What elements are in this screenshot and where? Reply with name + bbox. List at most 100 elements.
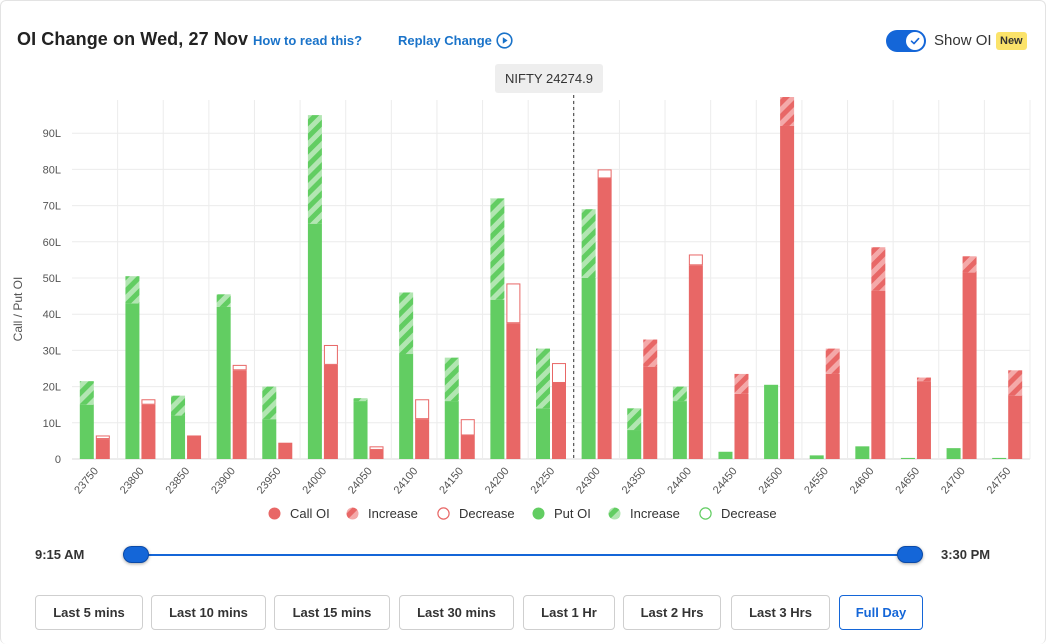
x-tick-label: 24100 bbox=[392, 465, 421, 496]
call-oi-bar bbox=[825, 373, 840, 459]
put-increase-bar bbox=[262, 386, 277, 420]
play-circle-icon[interactable] bbox=[496, 32, 513, 49]
chart-legend: Call OI Increase Decrease Put OI Increas… bbox=[0, 506, 1048, 526]
y-tick-label: 20L bbox=[43, 382, 61, 394]
time-slider-end-handle[interactable] bbox=[897, 546, 923, 563]
call-increase-bar bbox=[1008, 370, 1023, 396]
x-tick-label: 24650 bbox=[893, 465, 922, 496]
put-oi-bar bbox=[992, 457, 1007, 459]
call-oi-bar bbox=[506, 323, 521, 459]
call-oi-bar bbox=[552, 382, 566, 459]
x-tick-label: 23750 bbox=[72, 465, 101, 496]
call-oi-bar bbox=[871, 290, 886, 459]
x-tick-label: 24700 bbox=[939, 465, 968, 496]
call-oi-bar bbox=[187, 435, 202, 459]
new-badge: New bbox=[996, 32, 1027, 50]
call-decrease-bar bbox=[506, 283, 521, 324]
put-decrease-swatch-icon bbox=[699, 507, 712, 520]
legend-call-increase: Increase bbox=[346, 506, 418, 521]
put-oi-bar bbox=[809, 455, 824, 459]
put-increase-bar bbox=[672, 386, 687, 402]
y-tick-label: 70L bbox=[43, 201, 61, 213]
put-oi-bar bbox=[79, 404, 94, 459]
grid bbox=[72, 100, 1031, 460]
spot-price-label: NIFTY 24274.9 bbox=[495, 64, 603, 93]
put-oi-bar bbox=[399, 354, 414, 459]
call-decrease-swatch-icon bbox=[437, 507, 450, 520]
how-to-read-link[interactable]: How to read this? bbox=[253, 33, 363, 48]
call-increase-bar bbox=[916, 377, 931, 382]
put-oi-bar bbox=[581, 278, 596, 459]
put-increase-bar bbox=[490, 198, 505, 300]
call-decrease-bar bbox=[95, 435, 110, 440]
x-tick-label: 24000 bbox=[300, 465, 329, 496]
call-oi-bar bbox=[232, 370, 247, 459]
show-oi-toggle[interactable] bbox=[886, 30, 926, 52]
time-range-button-last-15-mins[interactable]: Last 15 mins bbox=[274, 595, 390, 630]
call-oi-bar bbox=[460, 435, 475, 459]
call-increase-bar bbox=[780, 97, 795, 126]
call-oi-bar bbox=[415, 419, 430, 459]
time-range-button-last-5-mins[interactable]: Last 5 mins bbox=[35, 595, 143, 630]
time-slider-start-handle[interactable] bbox=[123, 546, 149, 563]
put-increase-bar bbox=[171, 395, 186, 416]
replay-change-link[interactable]: Replay Change bbox=[398, 33, 492, 48]
x-tick-label: 24150 bbox=[437, 465, 466, 496]
y-tick-label: 90L bbox=[43, 128, 61, 140]
time-slider-track[interactable] bbox=[136, 554, 910, 556]
call-decrease-bar bbox=[460, 419, 475, 436]
y-tick-label: 80L bbox=[43, 164, 61, 176]
put-oi-swatch-icon bbox=[532, 507, 545, 520]
put-increase-bar bbox=[353, 398, 368, 402]
x-tick-label: 24350 bbox=[620, 465, 649, 496]
y-tick-label: 30L bbox=[43, 345, 61, 357]
call-oi-bar bbox=[1008, 395, 1023, 459]
time-range-button-last-30-mins[interactable]: Last 30 mins bbox=[399, 595, 514, 630]
call-oi-bar bbox=[643, 366, 658, 459]
y-tick-label: 40L bbox=[43, 309, 61, 321]
y-tick-label: 10L bbox=[43, 418, 61, 430]
call-decrease-bar bbox=[323, 344, 338, 365]
put-increase-bar bbox=[536, 348, 550, 409]
time-range-button-last-3-hrs[interactable]: Last 3 Hrs bbox=[731, 595, 830, 630]
put-increase-bar bbox=[444, 357, 459, 402]
time-start-label: 9:15 AM bbox=[35, 547, 85, 562]
put-oi-bar bbox=[353, 401, 368, 459]
call-increase-bar bbox=[825, 348, 840, 374]
put-oi-bar bbox=[490, 299, 505, 459]
put-oi-bar bbox=[718, 451, 733, 459]
x-tick-label: 23800 bbox=[118, 465, 147, 496]
legend-put-increase-label: Increase bbox=[630, 506, 680, 521]
put-oi-bar bbox=[536, 408, 550, 459]
call-oi-bar bbox=[962, 272, 977, 459]
time-range-button-last-2-hrs[interactable]: Last 2 Hrs bbox=[623, 595, 721, 630]
y-tick-label: 50L bbox=[43, 273, 61, 285]
oi-bar-chart: 0 10L 20L 30L 40L 50L 60L 70L 80L 90L Call / Put O… bbox=[11, 95, 1031, 496]
call-oi-bar bbox=[141, 404, 156, 459]
put-increase-bar bbox=[216, 294, 231, 307]
call-oi-swatch-icon bbox=[268, 507, 281, 520]
call-decrease-bar bbox=[688, 254, 703, 266]
put-oi-bar bbox=[855, 446, 870, 459]
time-range-button-last-10-mins[interactable]: Last 10 mins bbox=[151, 595, 266, 630]
put-increase-bar bbox=[79, 381, 94, 405]
y-axis-label: Call / Put OI bbox=[11, 277, 25, 342]
time-range-button-full-day[interactable]: Full Day bbox=[839, 595, 923, 630]
call-increase-bar bbox=[871, 247, 886, 291]
x-tick-label: 24050 bbox=[346, 465, 375, 496]
put-oi-bar bbox=[307, 223, 322, 459]
x-tick-label: 24200 bbox=[483, 465, 512, 496]
call-oi-bar bbox=[95, 439, 110, 459]
call-oi-bar bbox=[323, 364, 338, 459]
legend-call-decrease-label: Decrease bbox=[459, 506, 515, 521]
x-tick-label: 23900 bbox=[209, 465, 238, 496]
time-range-button-last-1-hr[interactable]: Last 1 Hr bbox=[523, 595, 615, 630]
legend-put-increase: Increase bbox=[608, 506, 680, 521]
call-oi-bar bbox=[597, 178, 612, 459]
x-tick-label: 24500 bbox=[757, 465, 786, 496]
bars bbox=[79, 97, 1023, 460]
x-tick-label: 24750 bbox=[985, 465, 1014, 496]
put-increase-bar bbox=[125, 276, 140, 304]
check-icon bbox=[910, 37, 920, 45]
call-decrease-bar bbox=[597, 169, 612, 179]
